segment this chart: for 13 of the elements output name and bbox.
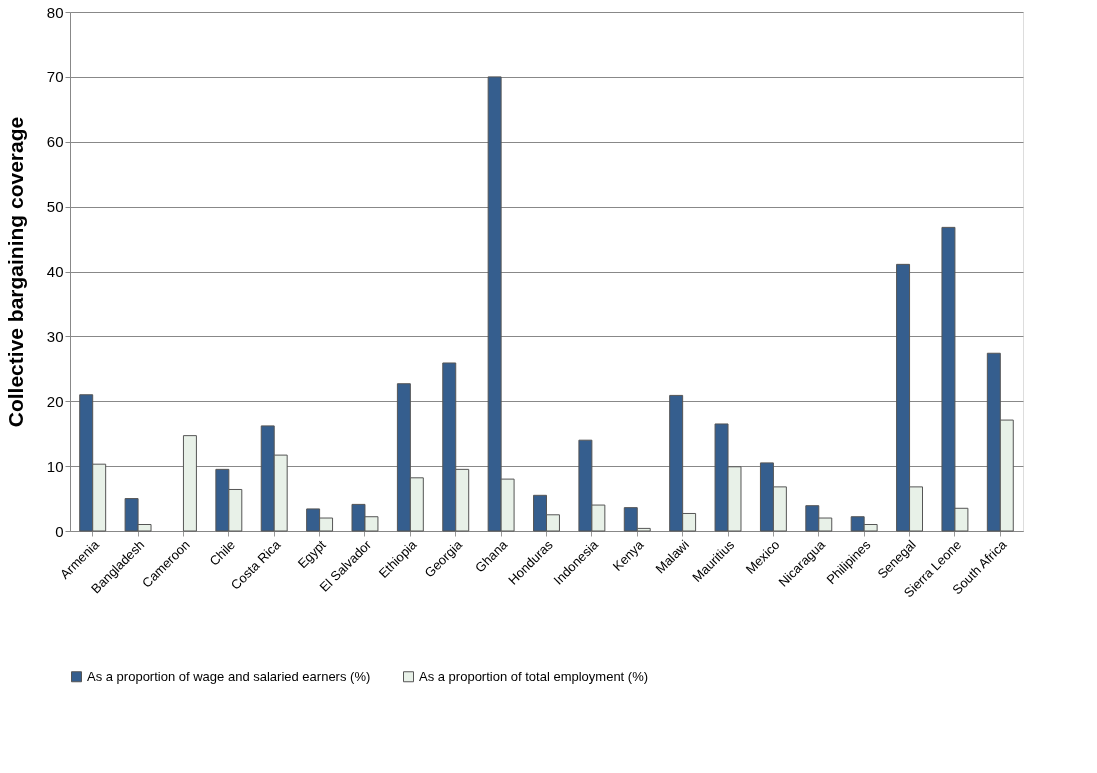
bar	[182, 435, 197, 532]
y-tick-label: 50	[46, 198, 64, 216]
y-tick-label: 10	[46, 457, 64, 475]
y-tick-label: 60	[46, 133, 64, 151]
legend-label: As a proportion of wage and salaried earners (%)	[87, 668, 371, 684]
y-tick-label: 70	[46, 68, 64, 86]
y-tick-label: 20	[46, 392, 64, 410]
y-tick-label: 0	[55, 522, 64, 540]
y-tick-label: 80	[46, 3, 64, 21]
y-axis-title: Collective bargaining coverage	[3, 116, 27, 428]
y-tick-label: 30	[46, 327, 64, 345]
y-tick-label: 40	[46, 263, 64, 280]
legend-label: As a proportion of total employment (%)	[419, 668, 649, 684]
